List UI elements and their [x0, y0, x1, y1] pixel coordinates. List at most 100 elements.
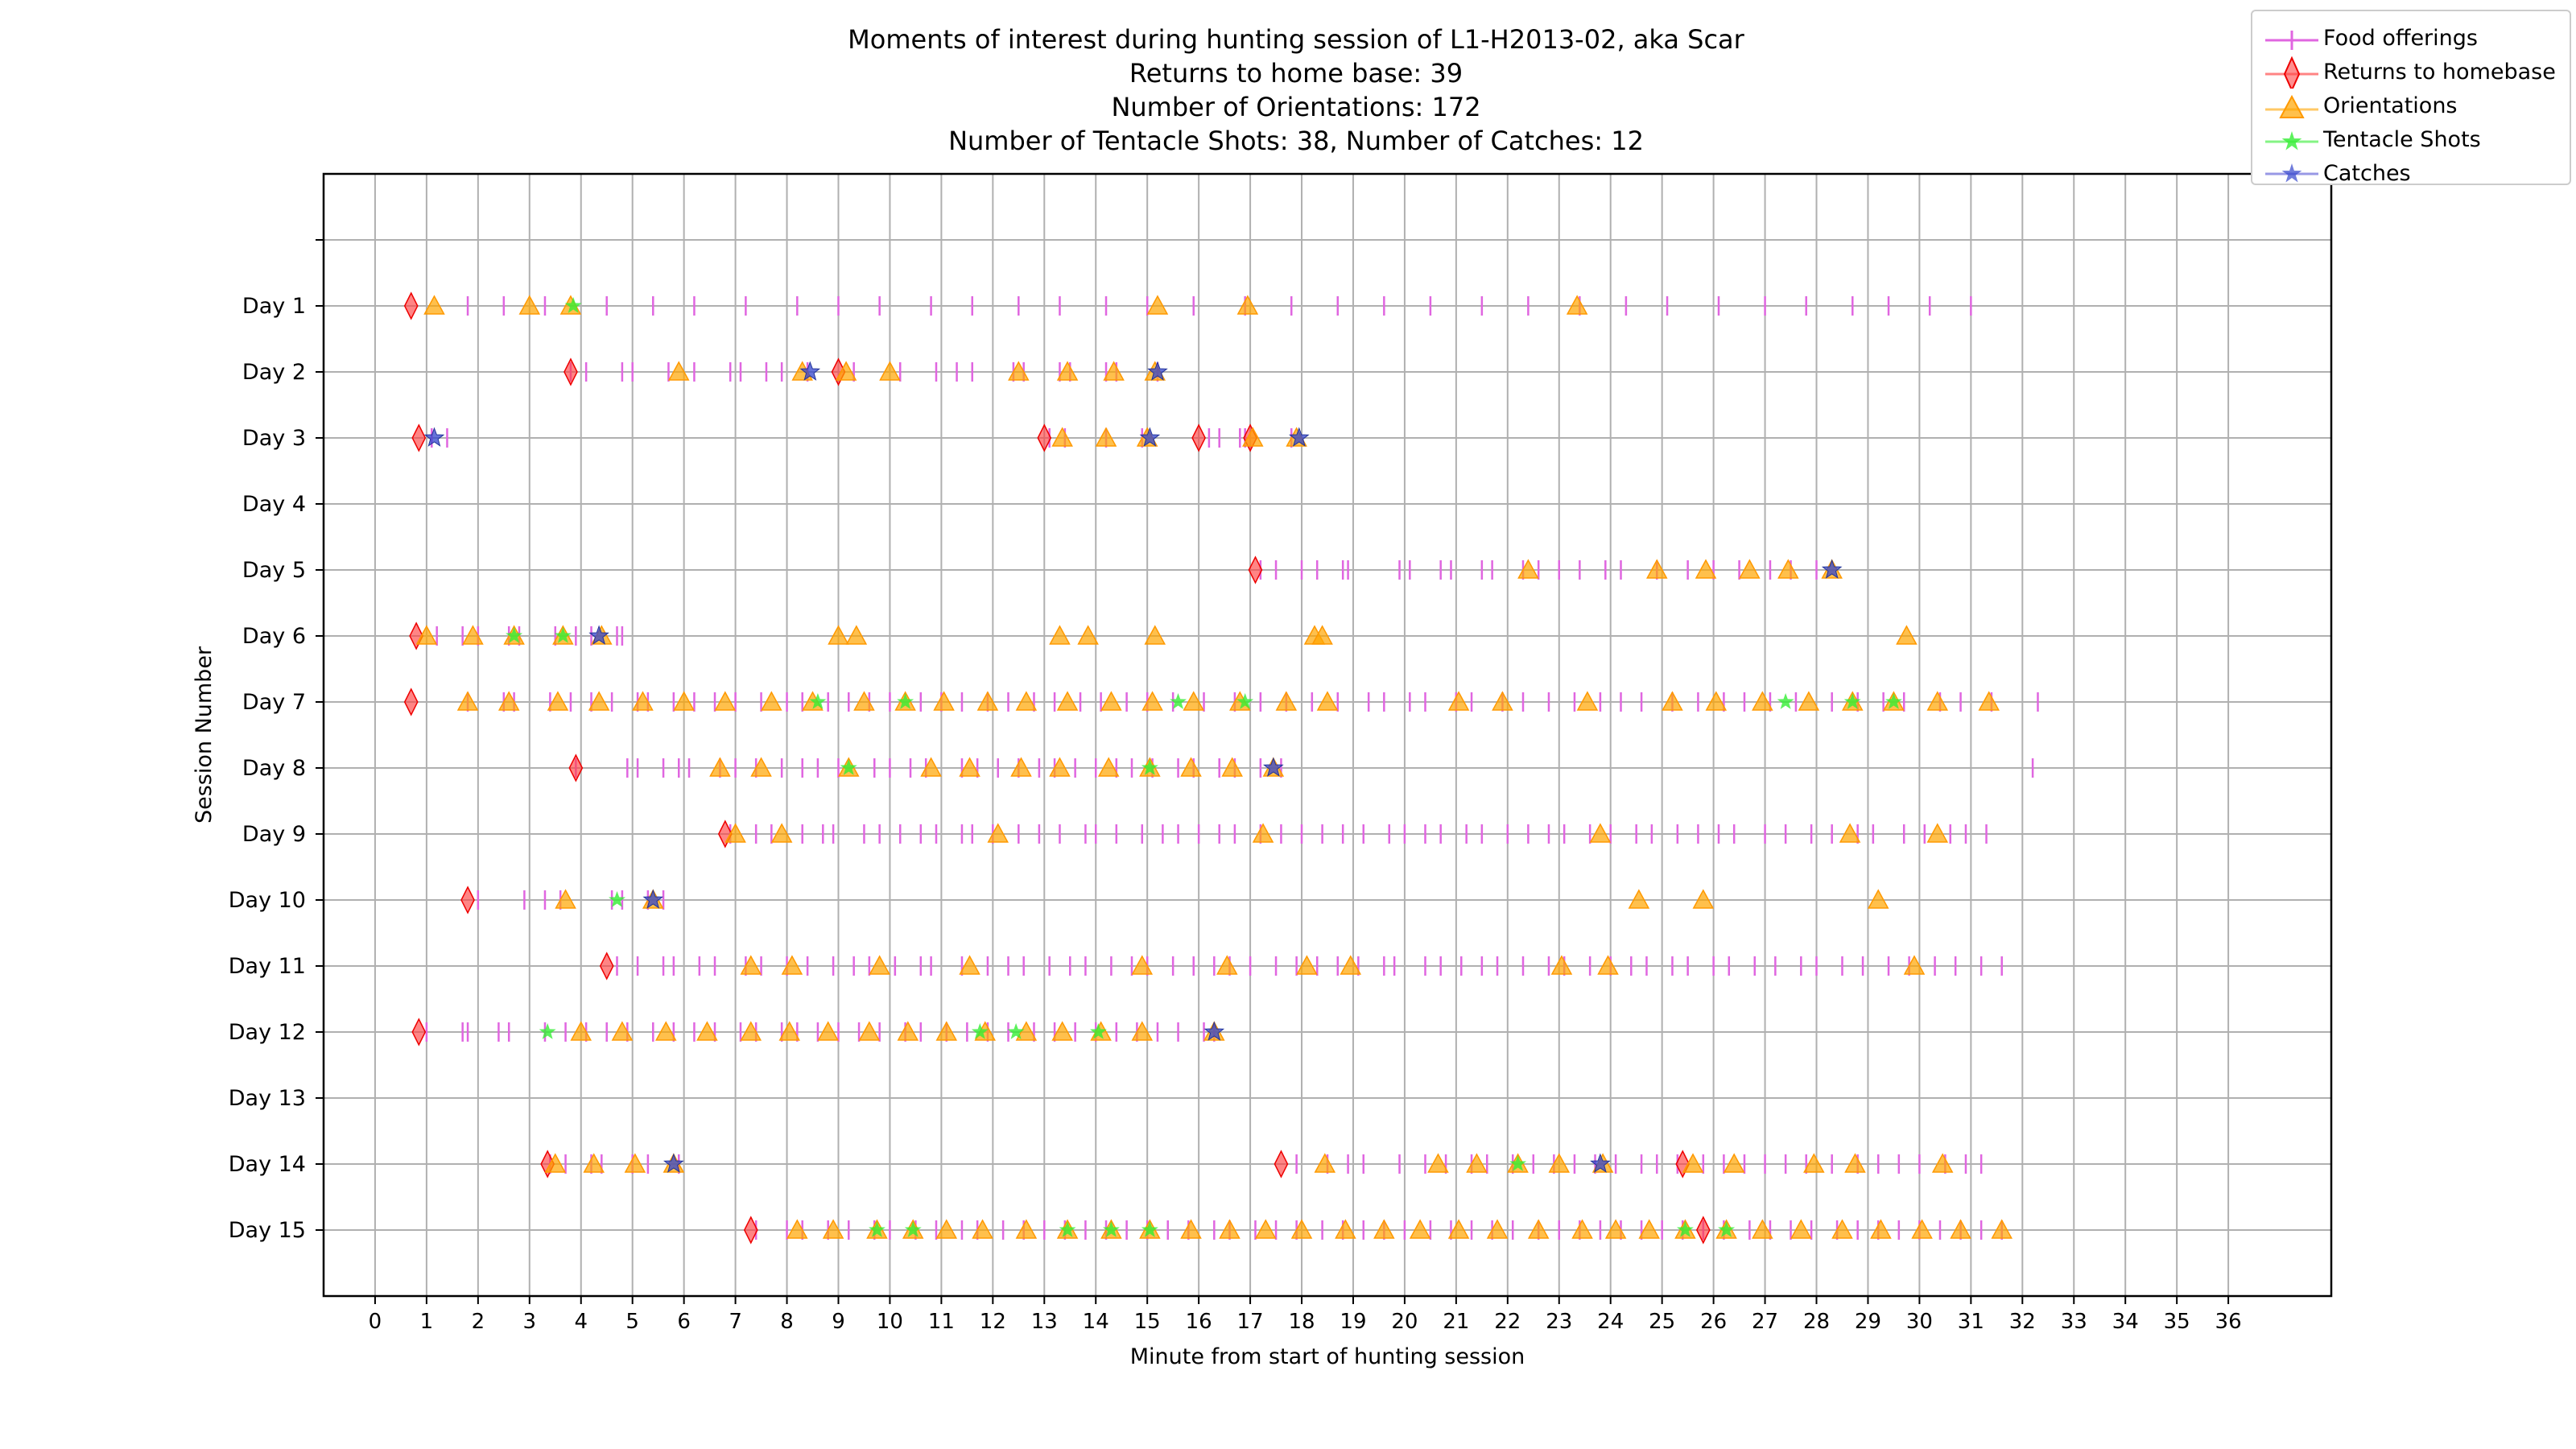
orientation-marker — [822, 1219, 844, 1239]
tentacle-shot-marker — [1885, 693, 1902, 709]
y-tick-label: Day 11 — [229, 954, 306, 979]
orientation-marker — [1527, 1219, 1550, 1239]
tentacle-shot-marker — [1843, 693, 1861, 709]
orientation-marker — [1427, 1153, 1449, 1173]
tentacle-shot-marker — [869, 1221, 886, 1237]
x-tick-label: 5 — [625, 1310, 639, 1334]
orientation-marker — [1991, 1219, 2013, 1239]
x-tick-label: 25 — [1649, 1310, 1675, 1334]
orientation-marker — [750, 757, 772, 777]
y-tick-label: Day 5 — [242, 558, 306, 583]
chart-title-line-1: Moments of interest during hunting sessi… — [848, 24, 1744, 55]
y-tick-label: Day 3 — [242, 426, 306, 451]
orientation-marker — [817, 1021, 839, 1041]
x-tick-label: 34 — [2112, 1310, 2139, 1334]
y-tick-label: Day 13 — [229, 1086, 306, 1111]
orientation-marker — [1867, 889, 1889, 909]
x-tick-label: 20 — [1391, 1310, 1418, 1334]
y-tick-label: Day 8 — [242, 756, 306, 781]
return-homebase-marker — [1274, 1150, 1289, 1179]
orientation-marker — [1638, 1219, 1660, 1239]
tentacle-shot-marker — [809, 693, 827, 709]
orientation-marker — [1051, 427, 1073, 447]
tentacle-shot-marker — [554, 627, 572, 643]
orientation-marker — [1931, 1153, 1954, 1173]
orientation-marker — [724, 823, 746, 843]
legend-plus-marker — [2265, 31, 2318, 50]
x-tick-label: 9 — [832, 1310, 845, 1334]
orientation-marker — [1335, 1219, 1356, 1239]
catch-marker — [1203, 1021, 1225, 1041]
orientation-marker — [1628, 889, 1650, 909]
x-tick-label: 6 — [677, 1310, 691, 1334]
orientation-marker — [1221, 757, 1243, 777]
orientation-marker — [1409, 1219, 1431, 1239]
y-tick-label: Day 15 — [229, 1218, 306, 1243]
y-tick-label: Day 7 — [242, 690, 306, 715]
x-tick-label: 24 — [1597, 1310, 1624, 1334]
orientation-marker — [1296, 955, 1318, 975]
orientation-marker — [1146, 295, 1169, 315]
orientation-marker — [570, 1021, 592, 1041]
orientation-marker — [1051, 1021, 1073, 1041]
y-tick-label: Day 4 — [242, 492, 306, 517]
chart-title-line-3: Number of Orientations: 172 — [1111, 92, 1481, 122]
orientation-marker — [1077, 625, 1099, 645]
orientation-marker — [1798, 691, 1820, 711]
y-tick-label: Day 2 — [242, 360, 306, 385]
y-axis-label: Session Number — [192, 646, 217, 824]
orientation-marker — [1803, 1153, 1825, 1173]
tentacle-shot-marker — [1777, 693, 1794, 709]
orientation-marker — [1692, 889, 1715, 909]
y-tick-label: Day 1 — [242, 294, 306, 319]
catch-marker — [1263, 757, 1284, 777]
legend-diamond-marker — [2265, 56, 2318, 89]
orientation-marker — [959, 955, 980, 975]
orientation-marker — [1316, 691, 1339, 711]
x-tick-label: 31 — [1958, 1310, 1984, 1334]
y-tick-label: Day 9 — [242, 822, 306, 847]
orientation-marker — [869, 955, 890, 975]
orientation-marker — [555, 889, 576, 909]
legend-label-tentacle-shots: Tentacle Shots — [2323, 127, 2481, 152]
orientation-marker — [1492, 691, 1513, 711]
return-homebase-marker — [599, 952, 614, 980]
orientation-marker — [845, 625, 868, 645]
x-tick-label: 3 — [523, 1310, 537, 1334]
x-tick-label: 12 — [980, 1310, 1006, 1334]
orientation-marker — [611, 1021, 634, 1041]
orientation-marker — [1049, 625, 1071, 645]
tentacle-shot-marker — [609, 891, 625, 907]
x-tick-label: 19 — [1340, 1310, 1366, 1334]
orientation-marker — [1831, 1219, 1853, 1239]
x-tick-label: 17 — [1237, 1310, 1264, 1334]
orientation-marker — [1486, 1219, 1509, 1239]
x-tick-label: 22 — [1494, 1310, 1521, 1334]
orientation-marker — [1695, 559, 1717, 579]
x-tick-label: 30 — [1906, 1310, 1933, 1334]
orientation-marker — [415, 625, 438, 645]
return-homebase-marker — [411, 423, 427, 452]
legend-label-catches: Catches — [2323, 161, 2411, 186]
orientation-marker — [1705, 691, 1728, 711]
y-tick-label: Day 14 — [229, 1152, 306, 1177]
orientation-marker — [853, 691, 875, 711]
orientation-marker — [667, 361, 690, 381]
x-tick-label: 21 — [1443, 1310, 1469, 1334]
orientation-marker — [1056, 691, 1079, 711]
return-homebase-marker — [1037, 423, 1052, 452]
orientation-marker — [1340, 955, 1362, 975]
orientation-marker — [1242, 427, 1264, 447]
orientation-marker — [1015, 1219, 1038, 1239]
orientation-marker — [1290, 1219, 1313, 1239]
catch-marker — [423, 427, 445, 447]
orientation-marker — [858, 1021, 881, 1041]
legend-triangle-marker — [2265, 94, 2318, 118]
orientation-marker — [456, 691, 479, 711]
legend-label-returns-to-homebase: Returns to homebase — [2323, 60, 2556, 85]
plot-frame — [322, 172, 2333, 1298]
return-homebase-marker — [564, 357, 578, 386]
orientation-marker — [588, 691, 610, 711]
orientation-marker — [1095, 427, 1117, 447]
